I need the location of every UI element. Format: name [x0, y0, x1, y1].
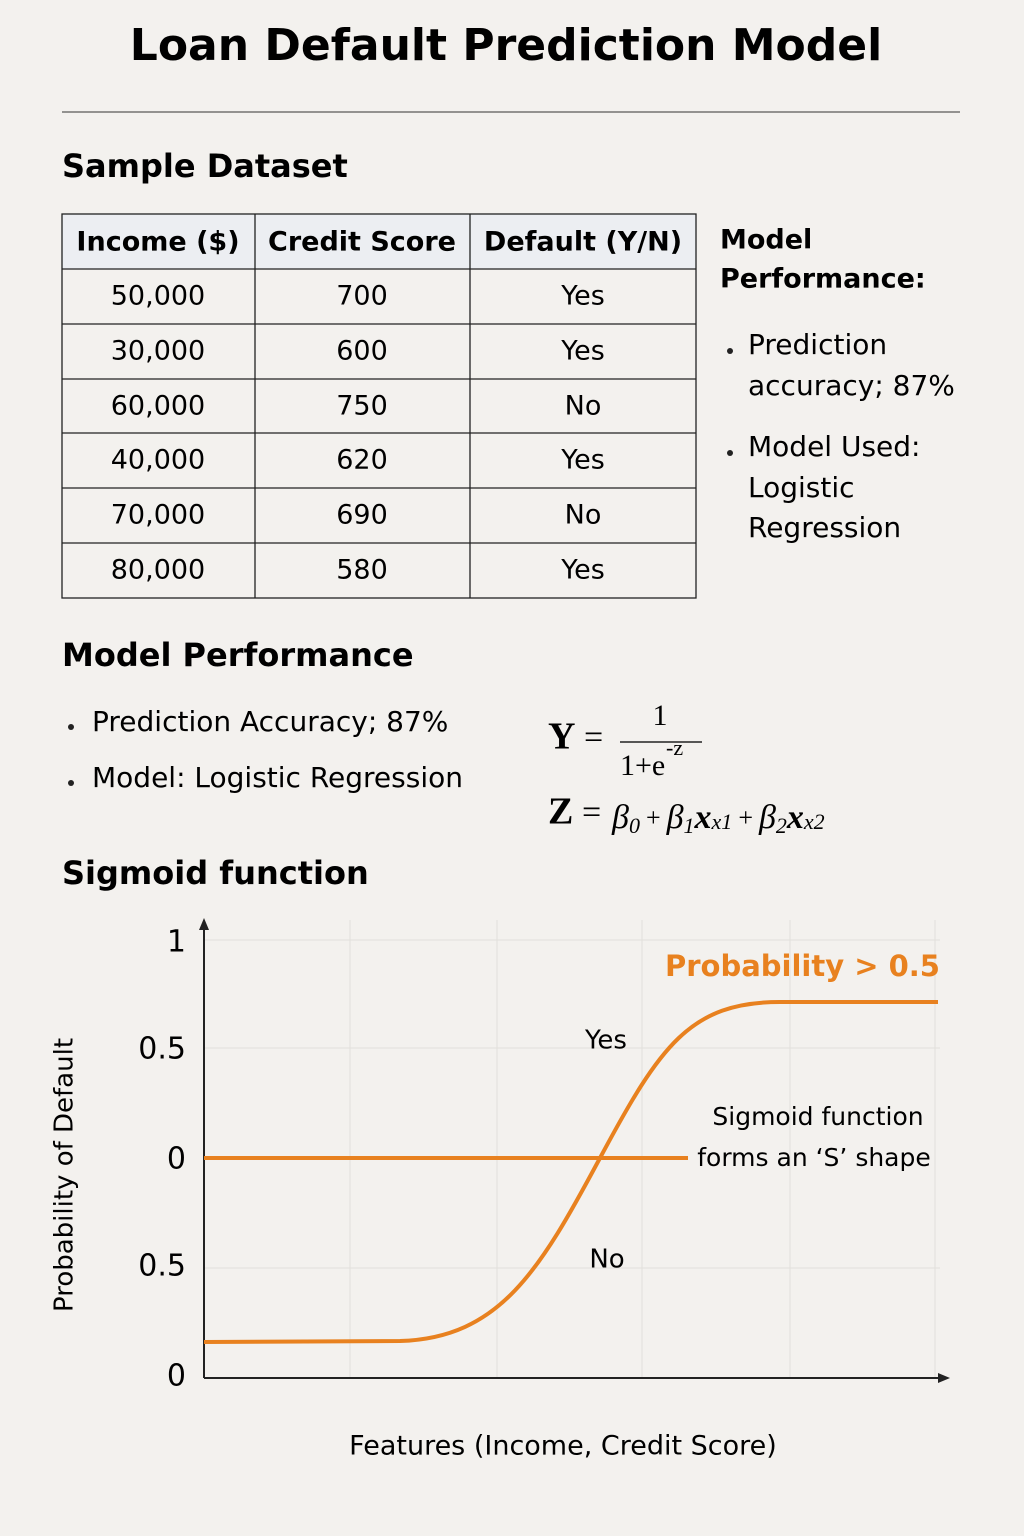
- bullet-dot: [727, 348, 733, 354]
- table-cell: 580: [336, 555, 388, 586]
- table-cell: No: [565, 500, 602, 531]
- x-axis-label: Features (Income, Credit Score): [349, 1431, 777, 1462]
- y-tick-label: 0: [167, 1142, 186, 1177]
- formula-eq: =: [584, 719, 603, 756]
- side-bullet: Model Used:: [748, 430, 920, 463]
- table-cell: 80,000: [111, 555, 205, 586]
- side-heading: Performance:: [720, 264, 926, 295]
- table-grid: [61, 213, 697, 599]
- table-cell: Yes: [560, 445, 605, 476]
- table-cell: Yes: [560, 555, 605, 586]
- y-tick-label: 0.5: [138, 1249, 186, 1284]
- f: 1: [684, 813, 695, 838]
- table-cell: 700: [336, 281, 388, 312]
- note: forms an ‘S’ shape: [697, 1143, 931, 1172]
- formula-y: Y: [548, 716, 575, 758]
- axes: [199, 918, 950, 1383]
- f: x: [694, 799, 712, 836]
- section-heading: Sigmoid function: [62, 854, 369, 892]
- formula-z-rhs: β0 + β1xx1 + β2xx2: [611, 799, 825, 838]
- note: Sigmoid function: [712, 1102, 923, 1131]
- table-cell: 40,000: [111, 445, 205, 476]
- formula-num: 1: [653, 699, 668, 732]
- bullet: Prediction Accuracy; 87%: [92, 705, 448, 738]
- side-heading: Model: [720, 225, 812, 256]
- f: 0: [629, 813, 640, 838]
- y-tick-label: 1: [167, 925, 186, 960]
- yes-label: Yes: [584, 1026, 627, 1056]
- y-tick-label: 0: [167, 1359, 186, 1394]
- side-bullet: Prediction: [748, 328, 887, 361]
- formula: Y = 1 1+e -z Z = β0 + β1xx1 + β2xx2: [548, 699, 825, 838]
- sigmoid-curve: [203, 1000, 938, 1344]
- table-cell: Yes: [560, 336, 605, 367]
- f: x: [786, 799, 804, 836]
- table-cell: 620: [336, 445, 388, 476]
- side-bullet: accuracy; 87%: [748, 369, 955, 402]
- f: β: [611, 799, 629, 836]
- section-heading: Sample Dataset: [62, 147, 348, 185]
- table-header-cell: Credit Score: [268, 227, 456, 258]
- table-cell: 690: [336, 500, 388, 531]
- threshold-label: Probability > 0.5: [665, 949, 940, 983]
- formula-exp: -z: [666, 735, 683, 760]
- side-bullet: Logistic: [748, 471, 855, 504]
- table-cell: No: [565, 391, 602, 422]
- table-cell: 70,000: [111, 500, 205, 531]
- table-cell: 600: [336, 336, 388, 367]
- chart-grid: [204, 920, 940, 1378]
- section-heading: Model Performance: [62, 636, 414, 674]
- side-bullet: Regression: [748, 511, 901, 544]
- y-tick-label: 0.5: [138, 1032, 186, 1067]
- no-label: No: [589, 1245, 624, 1275]
- f: β: [758, 799, 776, 836]
- f: x1: [711, 809, 733, 834]
- y-axis-label: Probability of Default: [50, 1038, 80, 1312]
- table-cell: 750: [336, 391, 388, 422]
- table-header-cell: Default (Y/N): [484, 227, 682, 258]
- table-cell: 30,000: [111, 336, 205, 367]
- table-header-bg: [62, 214, 696, 269]
- f: +: [646, 803, 661, 832]
- title: Loan Default Prediction Model: [130, 20, 882, 71]
- table-cell: 60,000: [111, 391, 205, 422]
- f: 2: [776, 813, 787, 838]
- formula-eq: =: [582, 794, 601, 831]
- formula-den: 1+e: [620, 749, 665, 782]
- bullet-dot: [727, 450, 733, 456]
- formula-z: Z: [548, 791, 573, 833]
- table-cell: Yes: [560, 281, 605, 312]
- bullet-dot: [68, 724, 74, 730]
- f: β: [666, 799, 684, 836]
- table-cell: 50,000: [111, 281, 205, 312]
- f: +: [738, 803, 753, 832]
- table-header-cell: Income ($): [76, 227, 239, 258]
- f: x2: [803, 809, 825, 834]
- bullet-dot: [68, 780, 74, 786]
- bullet: Model: Logistic Regression: [92, 761, 463, 794]
